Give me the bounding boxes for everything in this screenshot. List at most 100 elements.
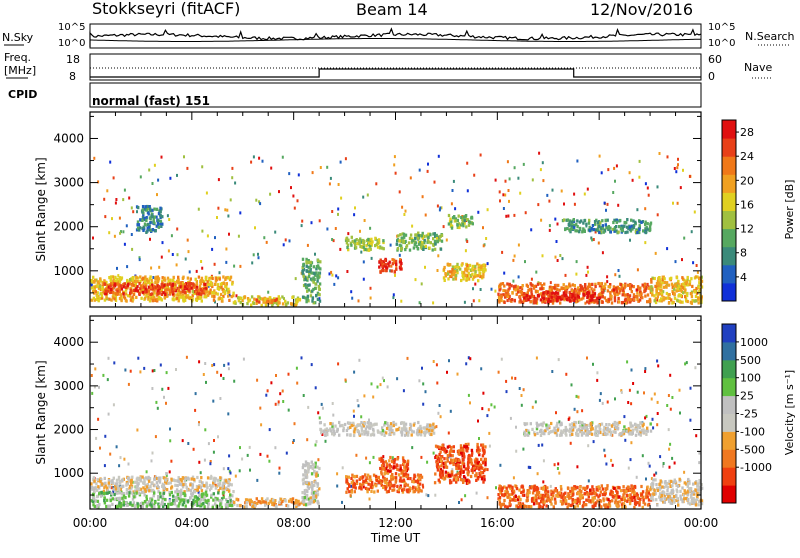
power-cell (370, 297, 372, 300)
power-cell (171, 234, 173, 237)
power-cell (676, 166, 678, 169)
velocity-patch-cell (461, 461, 463, 464)
velocity-patch-cell (251, 500, 253, 503)
power-patch-cell (201, 299, 203, 302)
power-patch-cell (381, 261, 383, 264)
power-patch-cell (187, 277, 189, 280)
power-patch-cell (120, 294, 122, 297)
velocity-patch-cell (158, 505, 160, 508)
velocity-patch-cell (216, 497, 218, 500)
velocity-patch-cell (111, 479, 113, 482)
velocity-cell (146, 470, 148, 473)
power-patch-cell (647, 293, 649, 296)
velocity-cell (689, 419, 691, 422)
velocity-cell (550, 485, 552, 488)
power-patch-cell (566, 298, 568, 301)
power-patch-cell (469, 221, 471, 224)
velocity-cell (426, 461, 428, 464)
velocity-cell (543, 459, 545, 462)
velocity-patch-cell (382, 476, 384, 479)
velocity-cell (396, 377, 398, 380)
power-patch-cell (145, 205, 147, 208)
power-patch-cell (377, 246, 379, 249)
power-patch-cell (646, 228, 648, 231)
velocity-patch-cell (239, 504, 241, 507)
velocity-patch-cell (478, 467, 480, 470)
power-patch-cell (507, 293, 509, 296)
power-patch-cell (583, 219, 585, 222)
power-patch-cell (515, 288, 517, 291)
power-cell (437, 269, 439, 272)
velocity-patch-cell (417, 490, 419, 493)
power-patch-cell (634, 221, 636, 224)
velocity-cell (107, 378, 109, 381)
power-cell (629, 239, 631, 242)
power-patch-cell (629, 294, 631, 297)
power-cell (176, 174, 178, 177)
power-patch-cell (506, 282, 508, 285)
velocity-patch-cell (484, 445, 486, 448)
power-patch-cell (686, 281, 688, 284)
velocity-patch-cell (395, 428, 397, 431)
power-patch-cell (579, 288, 581, 291)
velocity-patch-cell (367, 421, 369, 424)
power-patch-cell (389, 261, 391, 264)
power-cell (495, 179, 497, 182)
velocity-patch-cell (386, 422, 388, 425)
velocity-cell (223, 377, 225, 380)
power-cell (359, 230, 361, 233)
power-cell (345, 157, 347, 160)
power-patch-cell (114, 276, 116, 279)
power-patch-cell (104, 282, 106, 285)
velocity-cell (113, 403, 115, 406)
power-cell (425, 214, 427, 217)
velocity-patch-cell (468, 454, 470, 457)
power-patch-cell (473, 276, 475, 279)
velocity-patch-cell (390, 478, 392, 481)
power-patch-cell (613, 288, 615, 291)
power-patch-cell (633, 298, 635, 301)
velocity-cell (267, 455, 269, 458)
velocity-patch-cell (393, 424, 395, 427)
power-cell (512, 280, 514, 283)
power-patch-cell (588, 283, 590, 286)
velocity-patch-cell (206, 486, 208, 489)
velocity-patch-cell (356, 480, 358, 483)
power-cell (614, 180, 616, 183)
velocity-patch-cell (151, 481, 153, 484)
velocity-cell (358, 359, 360, 362)
velocity-patch-cell (423, 426, 425, 429)
velocity-patch-cell (455, 478, 457, 481)
power-patch-cell (519, 298, 521, 301)
power-cell (542, 179, 544, 182)
power-patch-cell (201, 289, 203, 292)
power-patch-cell (302, 258, 304, 261)
velocity-patch-cell (360, 487, 362, 490)
velocity-cell (565, 373, 567, 376)
power-patch-cell (559, 301, 561, 304)
velocity-cell (657, 364, 659, 367)
velocity-cell (578, 396, 580, 399)
velocity-cell (322, 407, 324, 410)
power-patch-cell (434, 243, 436, 246)
velocity-patch-cell (245, 498, 247, 501)
power-cell (103, 198, 105, 201)
power-cell (666, 247, 668, 250)
power-patch-cell (413, 246, 415, 249)
velocity-cell (342, 466, 344, 469)
power-cell (269, 193, 271, 196)
power-patch-cell (579, 227, 581, 230)
velocity-patch-cell (103, 499, 105, 502)
power-patch-cell (449, 218, 451, 221)
power-patch-cell (684, 288, 686, 291)
power-patch-cell (371, 240, 373, 243)
power-patch-cell (157, 280, 159, 283)
velocity-cell (599, 399, 601, 402)
power-patch-cell (690, 277, 692, 280)
velocity-patch-cell (399, 464, 401, 467)
velocity-cell (165, 472, 167, 475)
power-cell (253, 253, 255, 256)
power-patch-cell (443, 268, 445, 271)
power-patch-cell (483, 263, 485, 266)
power-patch-cell (612, 221, 614, 224)
